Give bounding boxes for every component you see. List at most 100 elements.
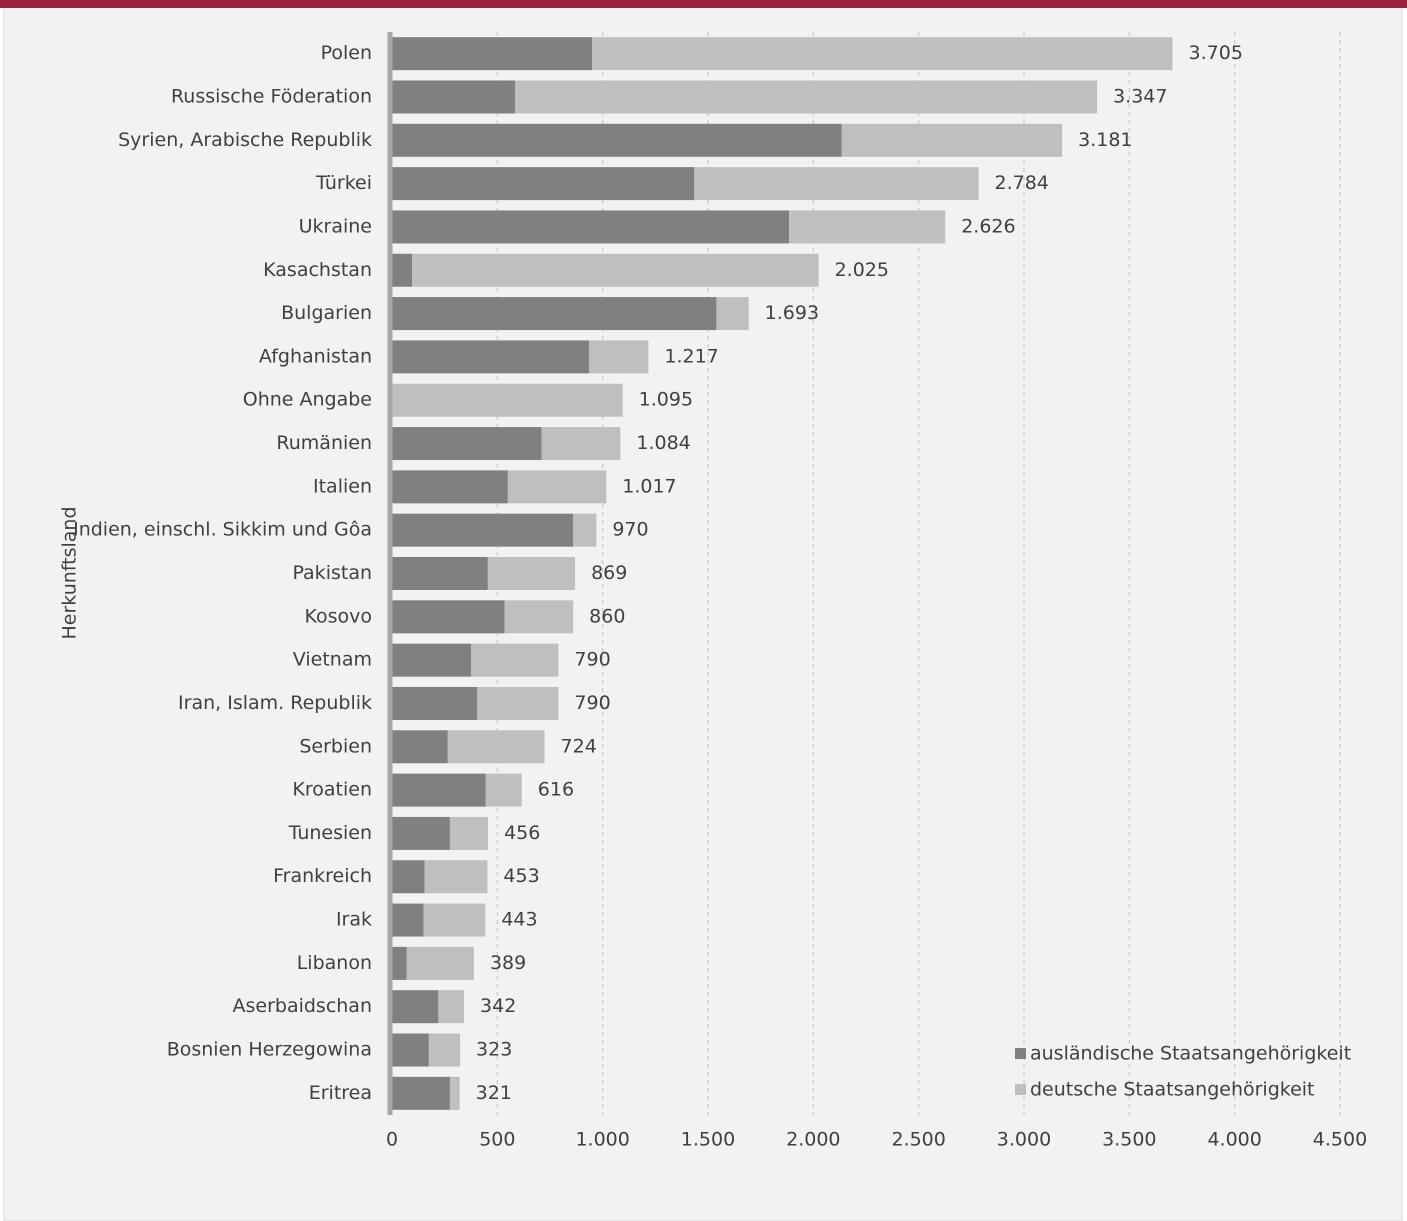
legend-label: deutsche Staatsangehörigkeit [1030,1079,1315,1101]
y-tick-label: Bulgarien [281,302,372,324]
total-label: 321 [476,1082,512,1104]
y-tick-label: Pakistan [292,562,372,584]
bar-segment [392,470,508,504]
background [3,0,1403,1221]
y-tick-label: Iran, Islam. Republik [178,692,372,714]
y-tick-label: Eritrea [309,1082,372,1104]
y-tick-label: Bosnien Herzegowina [167,1039,372,1061]
total-label: 970 [612,519,648,541]
bar-segment [392,513,574,547]
total-label: 389 [490,952,526,974]
y-tick-label: Rumänien [276,432,372,454]
bar-segment [412,253,819,287]
x-tick-label: 3.000 [997,1129,1051,1151]
y-tick-label: Ukraine [299,215,372,237]
bar-segment [471,643,559,677]
bar-segment [694,167,979,201]
total-label: 3.705 [1189,42,1243,64]
y-tick-label: Polen [321,42,372,64]
bar-segment [487,557,576,590]
total-label: 1.217 [664,345,718,367]
total-label: 1.095 [639,389,693,411]
x-tick-label: 2.500 [891,1129,945,1151]
total-label: 790 [574,649,610,671]
bar-segment [504,600,574,634]
total-label: 2.025 [835,259,889,281]
total-label: 860 [589,605,625,627]
bar-segment [392,816,450,850]
bar-segment [789,210,946,244]
y-tick-label: Aserbaidschan [232,995,372,1017]
bar-segment [541,427,621,461]
bar-segment [392,600,505,634]
bar-segment [392,860,425,894]
total-label: 869 [591,562,627,584]
y-tick-label: Irak [336,909,372,931]
y-tick-label: Kasachstan [263,259,372,281]
y-tick-label: Indien, einschl. Sikkim und Gôa [73,519,372,541]
bar-segment [392,1076,450,1110]
bar-segment [485,773,522,807]
total-label: 456 [504,822,540,844]
bar-segment [392,773,486,807]
bar-segment [392,990,439,1024]
x-tick-label: 500 [479,1129,515,1151]
y-tick-label: Ohne Angabe [243,389,372,411]
bar-segment [392,253,413,287]
bar-segment [392,80,516,114]
total-label: 616 [538,779,574,801]
bar-segment [449,1076,460,1110]
bar-segment [392,557,488,590]
y-tick-label: Libanon [297,952,372,974]
total-label: 790 [574,692,610,714]
bar-segment [406,946,474,980]
bar-segment [423,903,486,937]
bar-segment [716,297,749,331]
y-tick-label: Türkei [315,172,372,194]
y-axis-title: Herkunftsland [59,506,81,639]
bar-segment [428,1033,461,1067]
x-tick-label: 1.500 [681,1129,735,1151]
total-label: 1.017 [622,475,676,497]
bar-segment [573,513,597,547]
y-tick-label: Afghanistan [259,345,372,367]
total-label: 1.084 [636,432,690,454]
x-tick-label: 1.000 [575,1129,629,1151]
bar-segment [588,340,649,374]
x-tick-label: 0 [386,1129,398,1151]
legend-label: ausländische Staatsangehörigkeit [1030,1043,1351,1065]
bar-segment [477,686,559,720]
bar-segment [392,903,424,937]
bar-segment [392,686,478,720]
bar-segment [392,167,695,201]
total-label: 3.347 [1113,85,1167,107]
bar-segment [392,643,471,677]
bar-segment [392,730,448,764]
bar-segment [592,37,1173,71]
bar-segment [392,427,542,461]
x-tick-label: 3.500 [1102,1129,1156,1151]
bar-segment [447,730,545,764]
bar-segment [392,340,589,374]
y-tick-label: Kosovo [304,605,372,627]
bar-segment [392,123,842,157]
y-tick-label: Tunesien [288,822,372,844]
total-label: 342 [480,995,516,1017]
total-label: 443 [501,909,537,931]
bar-segment [515,80,1098,114]
total-label: 323 [476,1039,512,1061]
y-tick-label: Frankreich [273,865,372,887]
total-label: 2.784 [994,172,1048,194]
total-label: 453 [503,865,539,887]
bar-segment [841,123,1063,157]
y-tick-label: Russische Föderation [171,85,372,107]
bar-segment [449,816,489,850]
bar-segment [507,470,607,504]
legend-swatch [1015,1084,1026,1095]
legend-swatch [1015,1048,1026,1059]
total-label: 724 [561,735,597,757]
bar-segment [392,946,407,980]
x-tick-label: 4.000 [1207,1129,1261,1151]
bar-segment [392,37,593,71]
